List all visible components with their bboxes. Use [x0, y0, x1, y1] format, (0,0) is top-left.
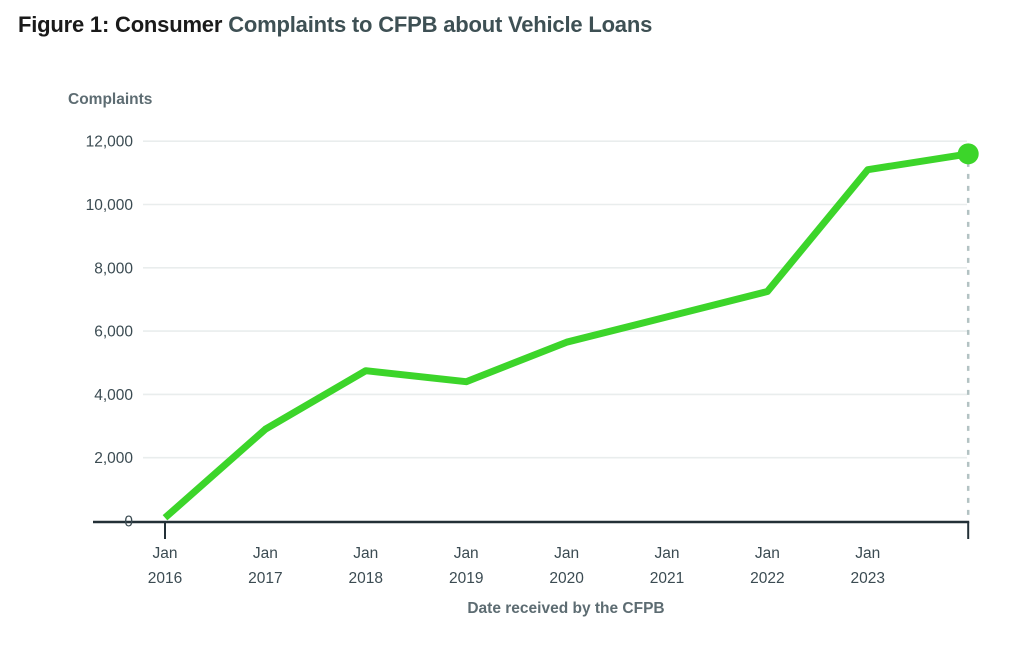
figure-title-prefix: Figure 1: Consumer [18, 12, 223, 37]
figure-title: Figure 1: Consumer Complaints to CFPB abo… [18, 12, 652, 38]
axis-layer [93, 520, 970, 539]
x-tick-label-year: 2017 [248, 570, 282, 587]
y-tick-label: 0 [124, 514, 133, 531]
gridline-layer [143, 140, 967, 459]
y-tick-label: 2,000 [94, 450, 133, 467]
y-tick-label: 10,000 [86, 197, 134, 214]
x-tick-label-year: 2018 [349, 570, 383, 587]
y-tick-label: 12,000 [86, 134, 134, 151]
latest-value-marker [957, 143, 979, 165]
x-tick-label-month: Jan [454, 545, 479, 562]
x-tick-label-month: Jan [554, 545, 579, 562]
complaints-trend-line [162, 150, 969, 521]
y-tick-label: 4,000 [94, 387, 133, 404]
series-layer [162, 143, 979, 522]
x-tick-label-month: Jan [253, 545, 278, 562]
tick-label-layer: 0 2,000 4,000 6,000 8,000 10,000 12,000 Jan 2016… [86, 134, 885, 587]
x-tick-label-year: 2022 [750, 570, 784, 587]
x-tick-label-year: 2021 [650, 570, 684, 587]
x-tick-label-year: 2016 [148, 570, 182, 587]
x-tick-label-month: Jan [755, 545, 780, 562]
x-tick-label-year: 2020 [549, 570, 584, 587]
x-axis-title: Date received by the CFPB [467, 600, 664, 617]
figure-title-emphasis: Complaints to CFPB about Vehicle Loans [228, 12, 653, 37]
x-tick-label-month: Jan [353, 545, 378, 562]
x-tick-label-year: 2023 [851, 570, 885, 587]
y-tick-label: 6,000 [94, 324, 133, 341]
x-tick-label-month: Jan [153, 545, 178, 562]
x-tick-label-month: Jan [655, 545, 680, 562]
x-tick-label-year: 2019 [449, 570, 483, 587]
y-tick-label: 8,000 [94, 260, 133, 277]
y-axis-title: Complaints [68, 91, 152, 108]
x-tick-label-month: Jan [855, 545, 880, 562]
